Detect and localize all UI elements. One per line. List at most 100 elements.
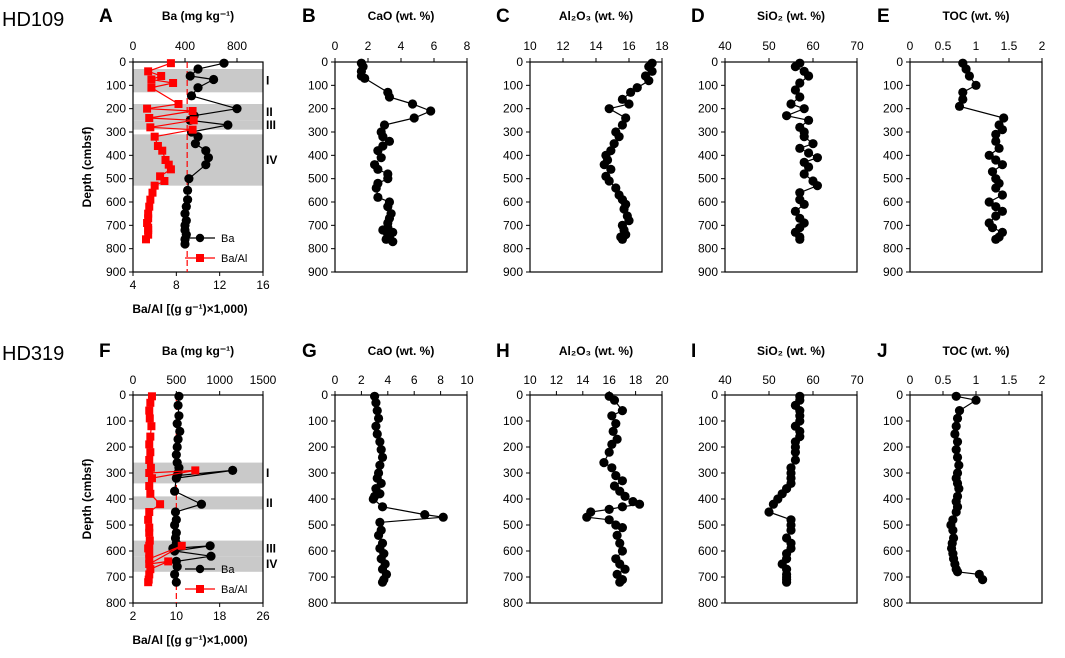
y-tick-label: 500 — [698, 172, 718, 186]
data-point-baal — [166, 59, 175, 68]
x-tick-label: 60 — [806, 373, 820, 387]
data-point — [951, 391, 961, 401]
plot-frame — [529, 61, 663, 273]
data-point-baal — [146, 195, 155, 204]
y-tick-label: 400 — [106, 492, 126, 506]
data-point — [617, 502, 628, 512]
x-tick-label: 0.5 — [935, 373, 952, 387]
legend-marker-ba — [195, 564, 205, 574]
y-tick-label: 0 — [896, 55, 903, 69]
panel-c: C Al₂O₃ (wt. %) 10 12 14 16 18 0 100 200 300 400 500… — [496, 6, 669, 279]
data-point — [954, 484, 964, 494]
data-point-baal — [160, 177, 169, 185]
x-tick-label: 70 — [850, 373, 864, 387]
data-point-baal — [147, 83, 156, 92]
y-tick-label: 400 — [883, 148, 903, 162]
data-point — [795, 92, 805, 102]
data-point-baal — [145, 528, 154, 537]
data-point-baal — [191, 466, 200, 475]
y-tick-label: 800 — [698, 242, 718, 256]
data-point — [372, 406, 382, 416]
x2-tick-label: 2 — [130, 609, 137, 623]
data-point — [205, 541, 215, 551]
y-tick-label: 100 — [503, 78, 523, 92]
data-point — [372, 429, 382, 439]
legend-marker-ba — [195, 233, 205, 243]
y-tick-label: 900 — [106, 265, 126, 279]
panel-b: B CaO (wt. %) 0 2 4 6 8 0 100 200 300 400 500 600 700 8… — [302, 6, 471, 279]
data-point-baal — [145, 536, 154, 545]
data-point — [606, 164, 616, 174]
data-point — [617, 546, 628, 556]
data-point-baal — [145, 549, 154, 558]
data-point — [607, 439, 617, 449]
x-tick-label: 800 — [227, 39, 247, 53]
panel-j: J TOC (wt. %) 0 0.5 1 1.5 2 0 100 200 300 400 500 600… — [877, 341, 1046, 610]
series-line-cao — [360, 62, 433, 243]
y-tick-label: 100 — [106, 78, 126, 92]
interval-label: III — [266, 118, 276, 132]
y-tick-label: 600 — [106, 195, 126, 209]
data-point — [171, 577, 181, 587]
data-point-baal — [144, 544, 153, 553]
data-point — [619, 204, 629, 214]
y-tick-label: 900 — [883, 265, 903, 279]
y-tick-label: 0 — [321, 55, 328, 69]
data-point — [611, 183, 621, 193]
panel-letter: J — [877, 341, 888, 362]
data-point-baal — [148, 188, 157, 197]
y-tick-label: 300 — [883, 466, 903, 480]
data-point — [379, 120, 390, 130]
y-tick-label: 500 — [308, 172, 328, 186]
data-point-baal — [146, 398, 155, 407]
x-tick-label: 6 — [431, 39, 438, 53]
data-point — [420, 509, 430, 520]
data-point — [378, 132, 388, 142]
x-tick-label: 0 — [332, 39, 339, 53]
data-point-baal — [147, 422, 156, 431]
plot-frame — [132, 61, 264, 273]
data-point — [991, 129, 1001, 139]
y-tick-label: 100 — [698, 78, 718, 92]
data-point — [375, 437, 385, 447]
data-point — [954, 460, 964, 470]
y-tick-label: 0 — [711, 55, 718, 69]
y-tick-label: 700 — [106, 218, 126, 232]
x-tick-label: 1.5 — [1001, 373, 1018, 387]
data-point — [991, 155, 1001, 165]
plot-frame — [334, 61, 468, 273]
x-tick-label: 1 — [973, 373, 980, 387]
interval-band — [133, 69, 263, 93]
data-point — [624, 216, 634, 226]
data-point — [170, 569, 180, 580]
data-point-baal — [150, 132, 159, 141]
data-point — [185, 71, 195, 81]
data-point — [426, 106, 436, 116]
y-tick-label: 800 — [503, 242, 523, 256]
y-tick-label: 600 — [308, 195, 328, 209]
data-point — [987, 223, 998, 233]
bottom-axis-label: Ba/Al [(g g⁻¹)×1,000) — [132, 302, 247, 316]
data-point — [786, 525, 796, 535]
data-point — [371, 421, 381, 431]
y-tick-label: 600 — [698, 544, 718, 558]
y-tick-label: 500 — [503, 172, 523, 186]
data-point — [621, 113, 631, 123]
y-tick-label: 700 — [503, 218, 523, 232]
y-tick-label: 200 — [308, 440, 328, 454]
data-point — [958, 94, 968, 104]
panel-letter: H — [496, 341, 510, 362]
data-point-baal — [145, 456, 154, 464]
x-tick-label: 18 — [629, 373, 643, 387]
data-point — [376, 445, 386, 455]
plot-frame — [334, 394, 468, 604]
x-tick-label: 0 — [130, 39, 137, 53]
data-point — [997, 125, 1008, 135]
data-point — [799, 132, 809, 142]
data-point — [172, 442, 182, 452]
panel-title: SiO₂ (wt. %) — [757, 9, 825, 23]
x-tick-label: 40 — [718, 373, 732, 387]
data-point-baal — [146, 123, 155, 132]
y-tick-label: 0 — [119, 55, 126, 69]
y-tick-label: 600 — [503, 195, 523, 209]
